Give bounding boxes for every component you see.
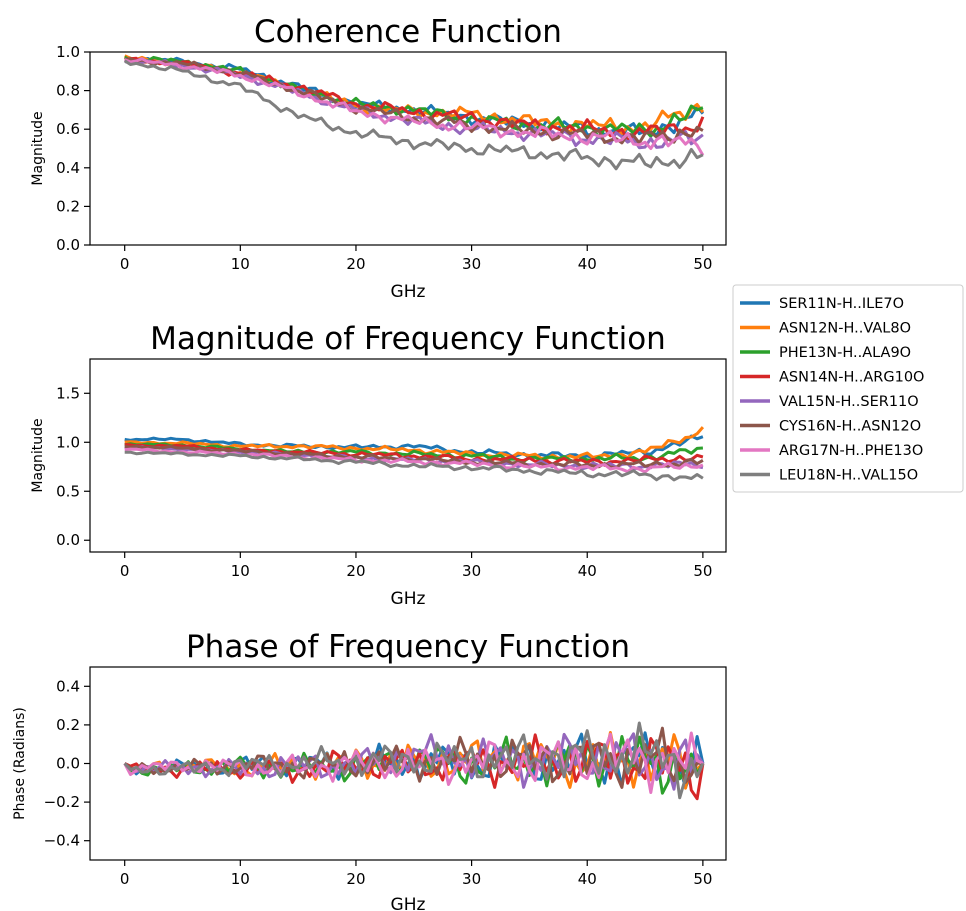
y-tick-label: 0.6 (56, 120, 80, 138)
series-line-LEU18N-H..VAL15O (123, 59, 704, 171)
legend-entry-label: VAL15N-H..SER11O (779, 394, 919, 410)
y-tick-label: −0.2 (44, 793, 80, 811)
series-line-ARG17N-H..PHE13O (124, 57, 705, 157)
y-tick-label: 0.4 (56, 677, 80, 695)
chart-panel-3: Phase of Frequency Function 0 10 20 30 40 50 −0… (12, 629, 727, 911)
legend-entry-label: ASN14N-H..ARG10O (779, 370, 924, 386)
y-tick-label: 1.0 (56, 43, 80, 61)
series-line-PHE13N-H..ALA9O (124, 442, 704, 465)
axes-frame (89, 51, 727, 246)
x-axis-label: GHz (391, 282, 426, 302)
x-tick-label: 30 (462, 255, 481, 273)
chart-panel-1: Coherence Function 0 10 20 30 40 50 0.0 0.2 0.4 0.… (30, 14, 727, 302)
series-line-LEU18N-H..VAL15O (123, 721, 705, 800)
x-axis-label: GHz (391, 895, 426, 911)
x-tick-label: 50 (693, 255, 712, 273)
x-tick-label: 0 (120, 562, 130, 580)
y-axis-label: Magnitude (30, 418, 46, 492)
y-tick-label: 0.0 (56, 755, 80, 773)
y-axis-label: Phase (Radians) (12, 707, 28, 820)
y-axis-label: Magnitude (30, 111, 46, 185)
x-tick-label: 50 (693, 870, 712, 888)
x-axis-label: GHz (391, 589, 426, 609)
x-tick-label: 40 (578, 562, 597, 580)
x-tick-label: 50 (693, 562, 712, 580)
x-tick-label: 20 (346, 870, 365, 888)
y-tick-label: 0.5 (56, 482, 80, 500)
y-tick-label: 0.2 (56, 197, 80, 215)
x-tick-label: 10 (231, 255, 250, 273)
legend-entry-label: PHE13N-H..ALA9O (779, 345, 911, 361)
y-tick-label: 0.2 (56, 716, 80, 734)
series-line-PHE13N-H..ALA9O (124, 55, 704, 139)
y-tick-label: 0.0 (56, 531, 80, 549)
x-tick-label: 40 (578, 255, 597, 273)
x-tick-label: 20 (346, 255, 365, 273)
series-line-VAL15N-H..SER11O (124, 58, 704, 150)
x-tick-label: 30 (462, 562, 481, 580)
legend-entry-label: ASN12N-H..VAL8O (779, 321, 911, 337)
x-tick-label: 0 (120, 870, 130, 888)
series-line-LEU18N-H..VAL15O (124, 450, 704, 482)
x-tick-label: 10 (231, 562, 250, 580)
legend-entry-label: ARG17N-H..PHE13O (779, 443, 923, 459)
y-tick-label: 1.5 (56, 384, 80, 402)
x-tick-label: 0 (120, 255, 130, 273)
series-line-ARG17N-H..PHE13O (124, 447, 704, 474)
axes-frame (89, 358, 727, 553)
legend-entry-label: CYS16N-H..ASN12O (779, 419, 921, 435)
y-tick-label: 0.0 (56, 236, 80, 254)
y-tick-label: 0.4 (56, 159, 80, 177)
legend-entry-label: SER11N-H..ILE7O (779, 296, 904, 312)
y-tick-label: 1.0 (56, 433, 80, 451)
chart-title: Magnitude of Frequency Function (150, 321, 666, 357)
y-tick-label: 0.8 (56, 82, 80, 100)
x-tick-label: 10 (231, 870, 250, 888)
legend-entry-label: LEU18N-H..VAL15O (779, 468, 918, 484)
chart-title: Phase of Frequency Function (186, 629, 630, 665)
legend-box (732, 284, 964, 493)
legend: SER11N-H..ILE7O ASN12N-H..VAL8O PHE13N-H..… (732, 284, 964, 493)
chart-panel-2: Magnitude of Frequency Function 0 10 20 30 40… (30, 321, 727, 609)
series-line-SER11N-H..ILE7O (124, 434, 704, 461)
x-tick-label: 20 (346, 562, 365, 580)
y-tick-label: −0.4 (44, 832, 80, 850)
chart-title: Coherence Function (254, 14, 562, 50)
x-tick-label: 30 (462, 870, 481, 888)
x-tick-label: 40 (578, 870, 597, 888)
